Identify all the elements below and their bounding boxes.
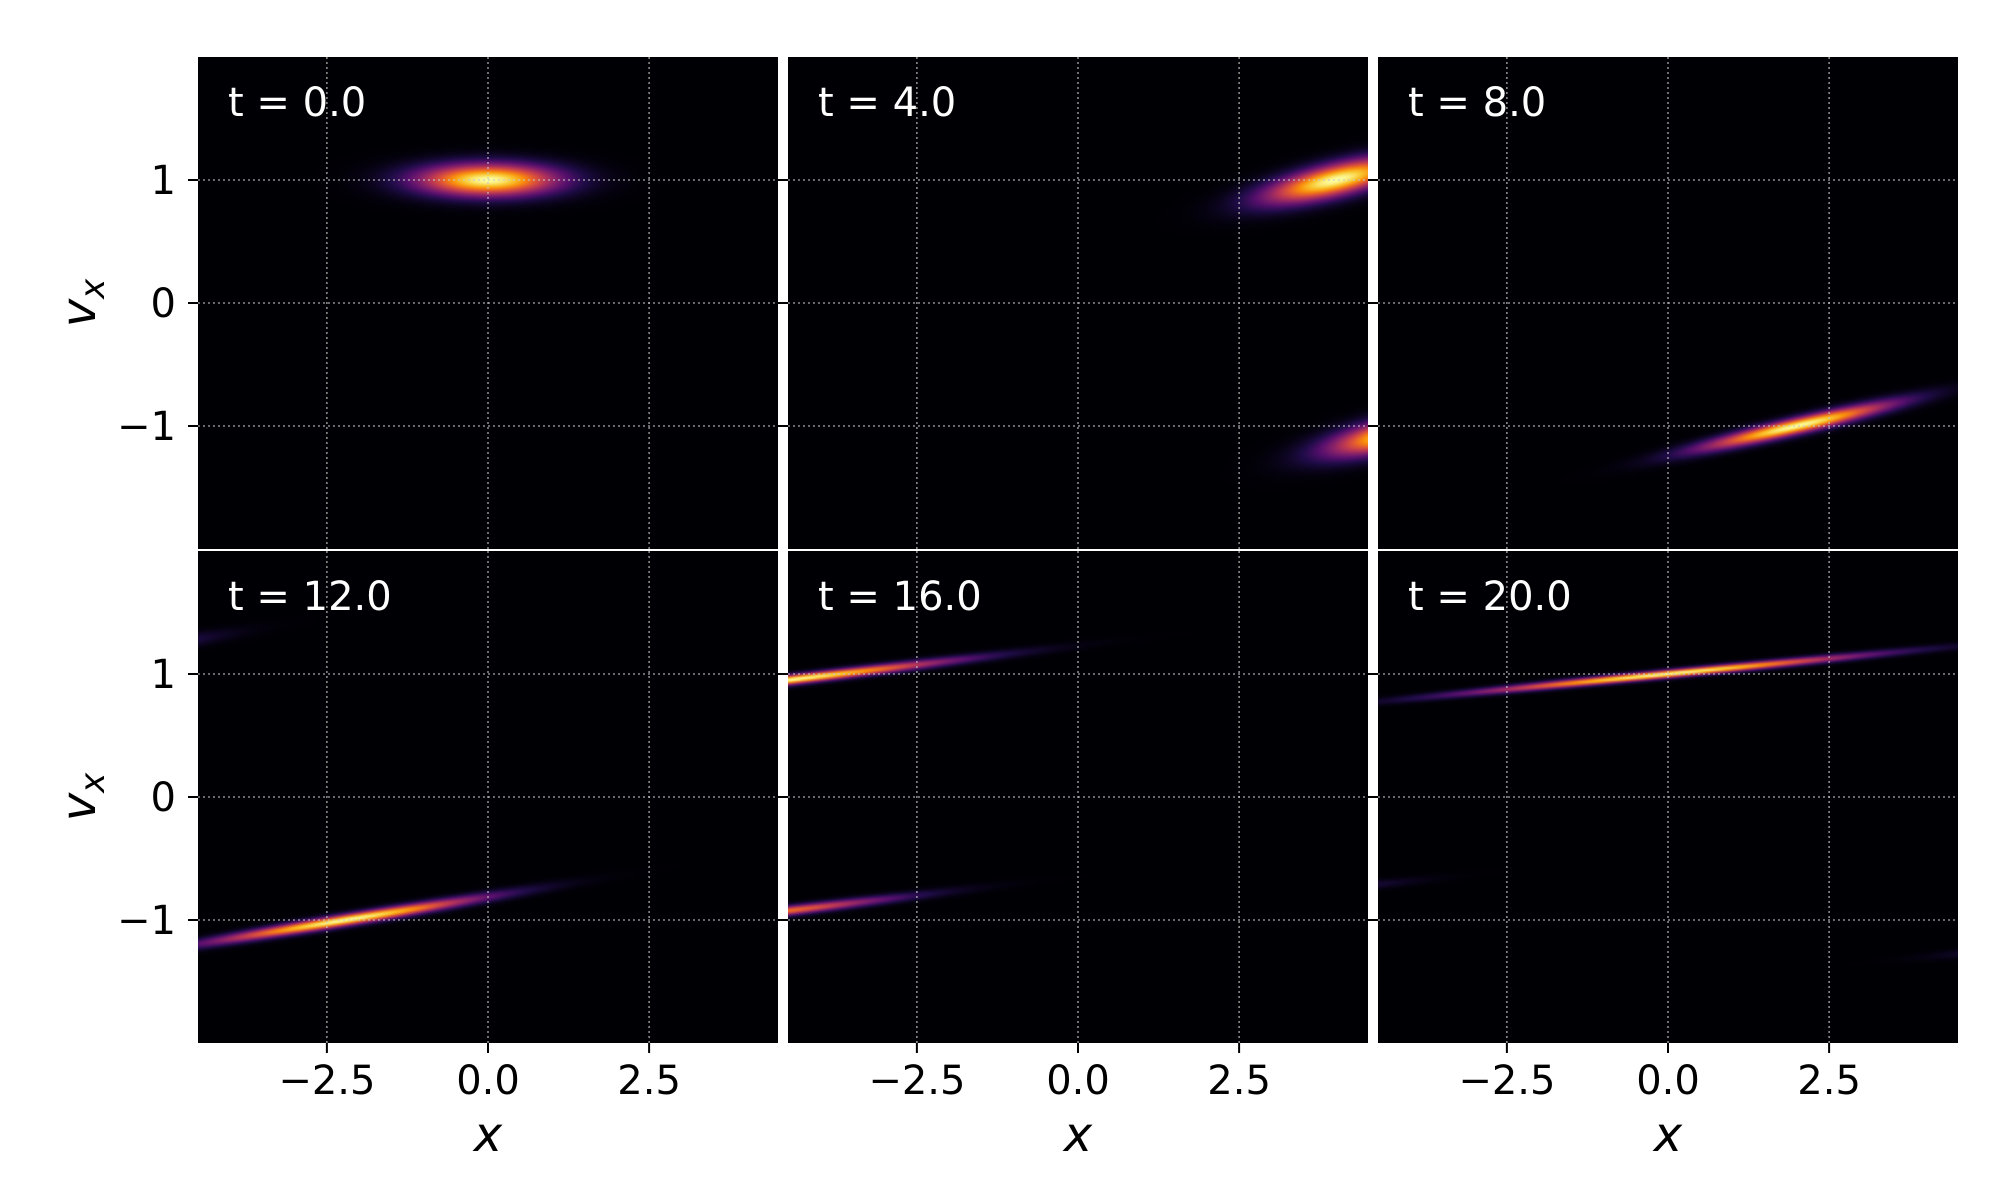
y-tick-label: −1	[117, 404, 176, 450]
y-tick-label: 0	[151, 281, 176, 327]
x-tick-label: 0.0	[1046, 1058, 1110, 1104]
y-tick-label: 1	[151, 652, 176, 698]
y-tick-label: 1	[151, 158, 176, 204]
panel-4: t = 12.0 −2.5 0.0 2.5 x 1 0 −1 vx	[51, 551, 778, 1163]
x-tick-label: −2.5	[278, 1058, 375, 1104]
panel-label: t = 12.0	[228, 574, 392, 620]
y-tick-label: −1	[117, 898, 176, 944]
x-tick-label: −2.5	[868, 1058, 965, 1104]
panel-label: t = 0.0	[228, 80, 366, 126]
panel-label: t = 8.0	[1408, 80, 1546, 126]
x-axis-label: x	[1062, 1107, 1093, 1163]
panel-5: t = 16.0 −2.5 0.0 2.5 x	[778, 551, 1368, 1163]
y-axis-label: vx	[51, 278, 113, 327]
x-tick-label: 0.0	[456, 1058, 520, 1104]
panel-label: t = 20.0	[1408, 574, 1572, 620]
panel-3: t = 8.0	[1368, 57, 1958, 549]
panel-1: t = 0.0 1 0 −1 vx	[51, 57, 778, 549]
x-tick-label: 2.5	[1797, 1058, 1861, 1104]
x-tick-label: 2.5	[617, 1058, 681, 1104]
x-tick-label: 0.0	[1636, 1058, 1700, 1104]
x-tick-label: −2.5	[1458, 1058, 1555, 1104]
panel-label: t = 4.0	[818, 80, 956, 126]
x-axis-label: x	[1652, 1107, 1683, 1163]
panel-2: t = 4.0	[778, 57, 1368, 549]
x-axis-label: x	[472, 1107, 503, 1163]
panel-6: t = 20.0 −2.5 0.0 2.5 x	[1368, 551, 1958, 1163]
x-tick-label: 2.5	[1207, 1058, 1271, 1104]
y-axis-label: vx	[51, 772, 113, 821]
panel-label: t = 16.0	[818, 574, 982, 620]
y-tick-label: 0	[151, 775, 176, 821]
